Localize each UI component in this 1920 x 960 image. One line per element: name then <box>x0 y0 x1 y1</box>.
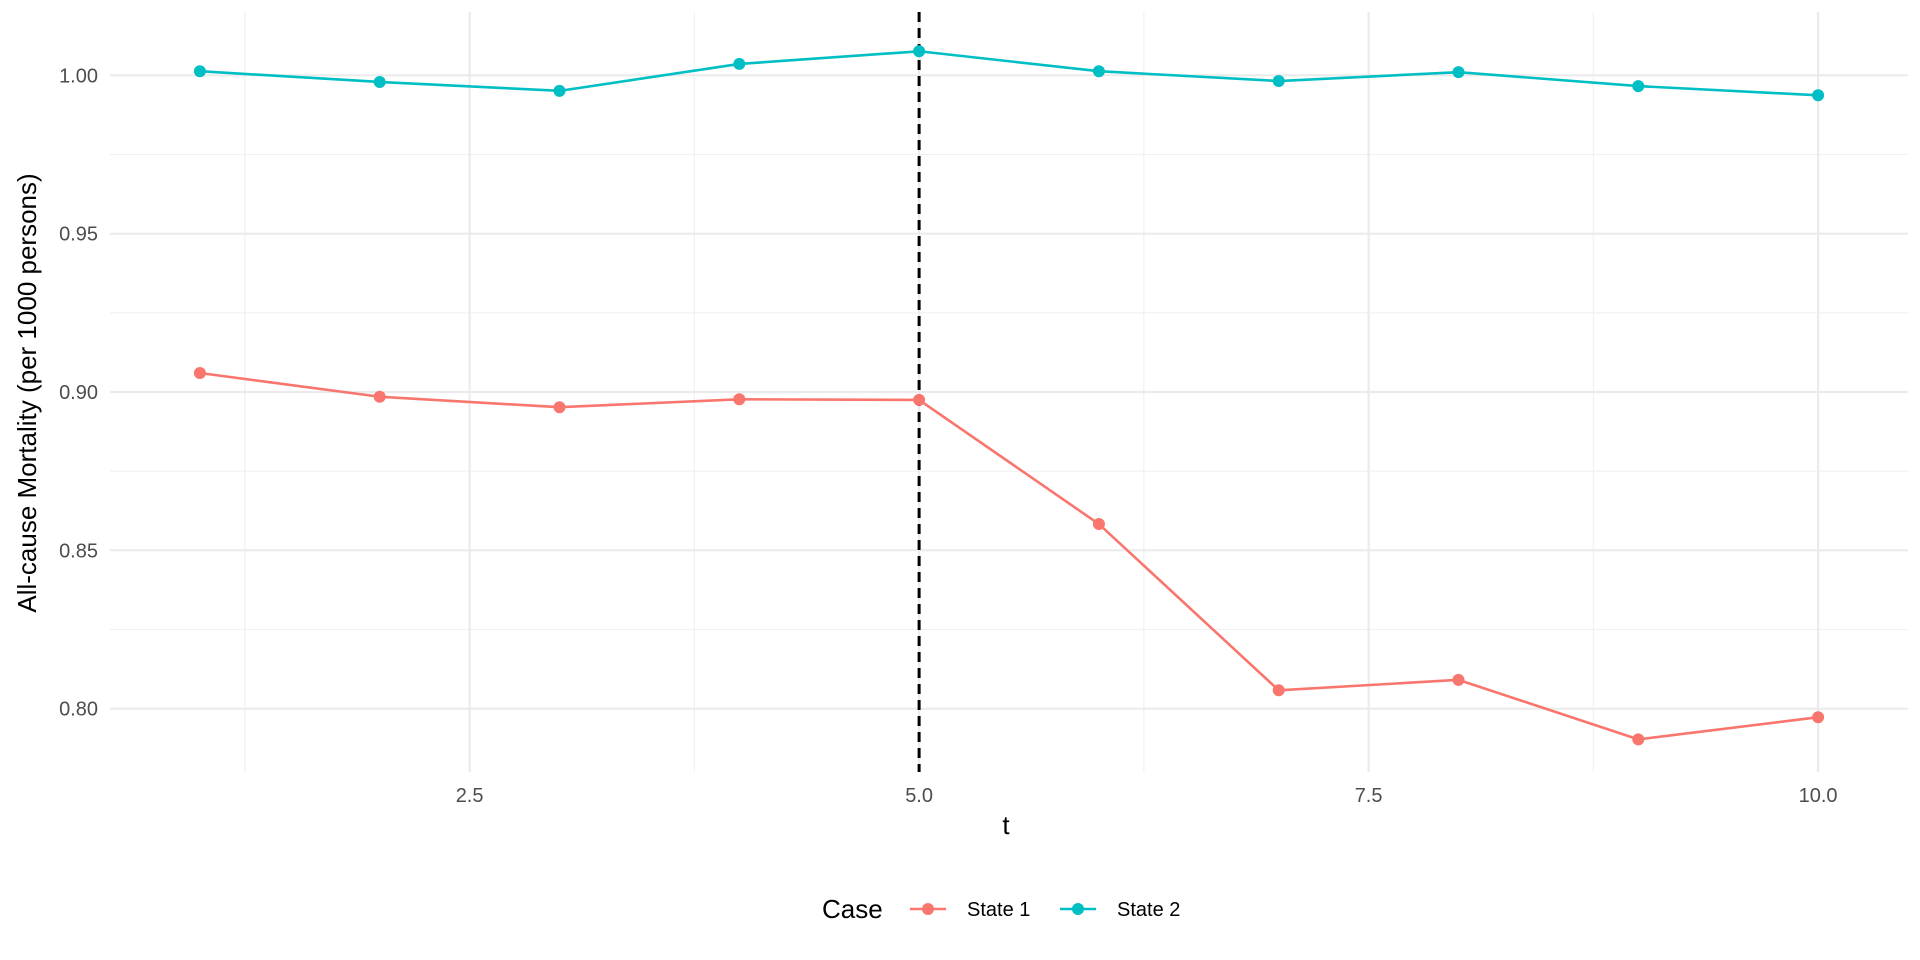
data-point <box>553 401 566 414</box>
x-axis-title: t <box>1002 810 1010 840</box>
x-tick-label: 5.0 <box>905 785 933 807</box>
legend: Case State 1 State 2 <box>822 894 1180 924</box>
data-point <box>1632 733 1645 746</box>
legend-key-point <box>1072 903 1084 915</box>
series-layer <box>193 45 1825 746</box>
data-point <box>1272 684 1285 697</box>
data-point <box>1812 89 1825 102</box>
legend-item-2: State 2 <box>1060 899 1180 921</box>
data-point <box>1812 711 1825 724</box>
legend-label: State 1 <box>967 899 1030 921</box>
x-tick-labels: 2.5 5.0 7.5 10.0 <box>456 785 1838 807</box>
series-line-2 <box>199 49 1819 97</box>
data-point <box>733 393 746 406</box>
data-point <box>913 393 926 406</box>
series-line-1 <box>199 371 1819 741</box>
y-axis-title: All-cause Mortality (per 1000 persons) <box>12 173 42 612</box>
x-tick-label: 7.5 <box>1355 785 1383 807</box>
data-point <box>1272 75 1285 88</box>
data-point <box>1452 66 1465 79</box>
y-tick-label: 0.85 <box>59 540 98 562</box>
y-tick-label: 0.80 <box>59 699 98 721</box>
legend-item-1: State 1 <box>910 899 1030 921</box>
data-point <box>373 390 386 403</box>
x-tick-label: 10.0 <box>1799 785 1838 807</box>
legend-key-point <box>922 903 934 915</box>
legend-title: Case <box>822 894 883 924</box>
data-point <box>913 45 926 58</box>
data-point <box>193 65 206 78</box>
data-point <box>1452 673 1465 686</box>
data-point <box>553 84 566 97</box>
legend-items: State 1 State 2 <box>910 899 1180 921</box>
grid-major <box>110 12 1908 772</box>
data-point <box>373 75 386 88</box>
series-1 <box>193 367 1825 746</box>
y-tick-label: 0.95 <box>59 224 98 246</box>
data-point <box>1092 65 1105 78</box>
series-2 <box>193 45 1825 102</box>
data-point <box>1092 518 1105 531</box>
x-tick-label: 2.5 <box>456 785 484 807</box>
data-point <box>733 57 746 70</box>
y-tick-label: 1.00 <box>59 65 98 87</box>
legend-label: State 2 <box>1117 899 1180 921</box>
data-point <box>1632 80 1645 93</box>
y-tick-label: 0.90 <box>59 382 98 404</box>
y-tick-labels: 0.80 0.85 0.90 0.95 1.00 <box>59 65 98 720</box>
data-point <box>193 367 206 379</box>
